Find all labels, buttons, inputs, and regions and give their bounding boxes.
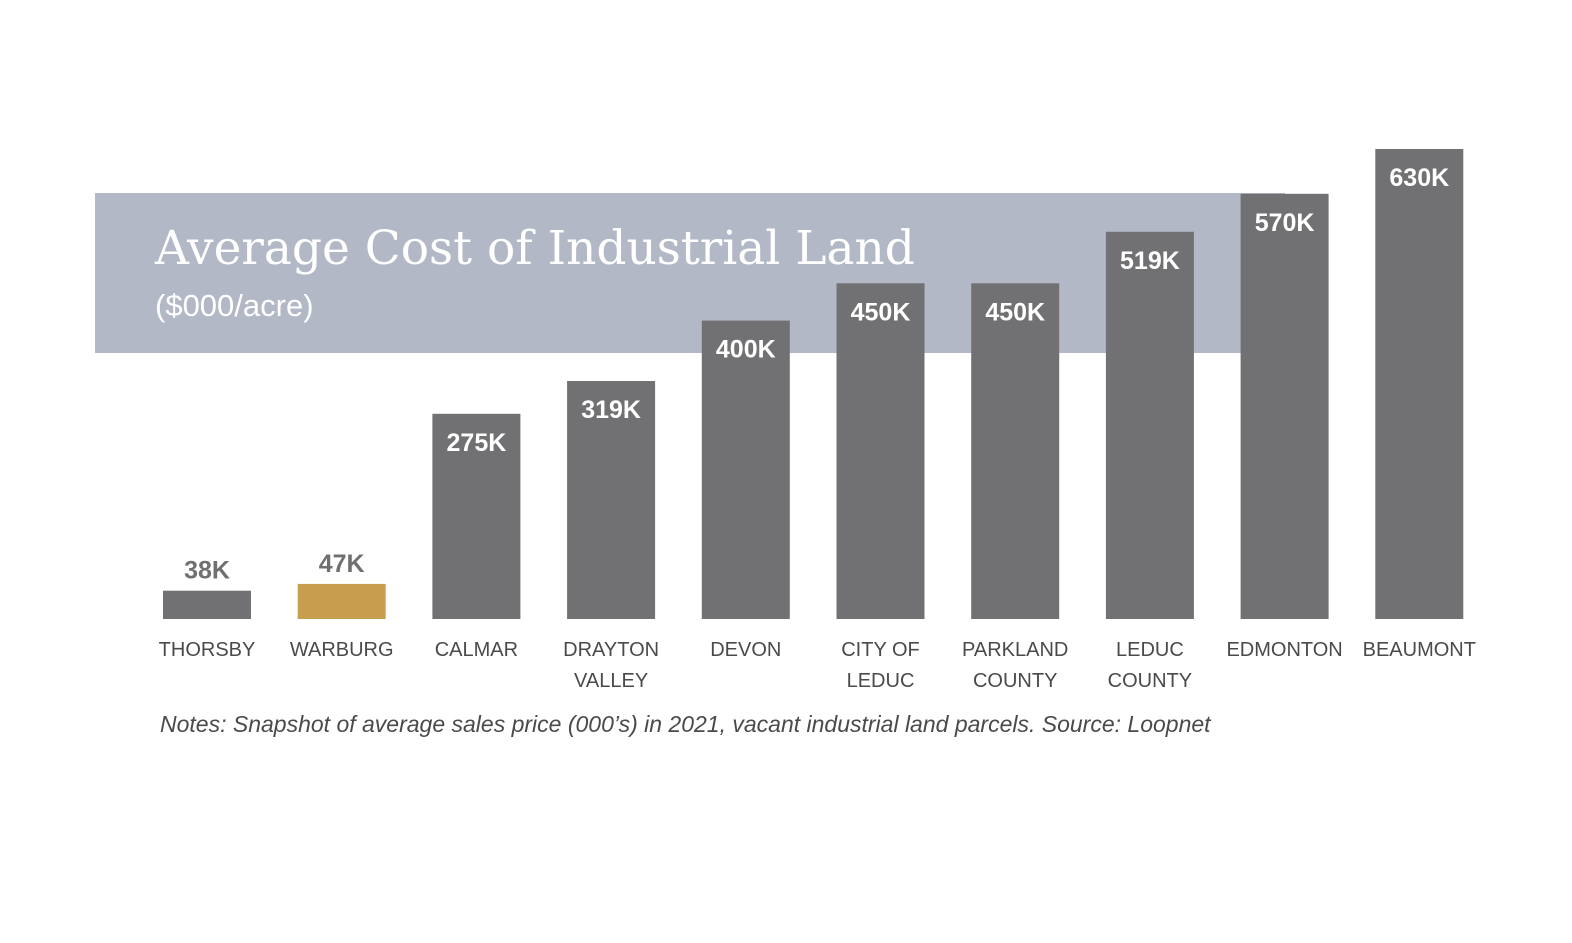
bars-group [163,149,1464,620]
bar-devon [701,320,790,619]
bar-edmonton [1240,193,1329,620]
bar-parkland-county [971,283,1060,619]
bar-drayton-valley [567,381,656,619]
value-label: 38K [184,557,230,585]
category-label: THORSBY [159,639,256,661]
category-labels-group: THORSBY WARBURG CALMAR DRAYTON VALLEY DEVON CI… [159,639,1476,692]
category-label: VALLEY [574,670,648,692]
bar-beaumont [1375,149,1464,619]
value-label: 319K [581,396,641,424]
bar-leduc-county [1105,231,1194,620]
category-label: LEDUC [847,670,915,692]
value-label: 519K [1120,247,1180,275]
value-label: 630K [1389,164,1449,192]
category-label: DRAYTON [563,639,659,661]
value-label: 570K [1255,209,1315,237]
value-label: 450K [985,298,1045,326]
category-label: COUNTY [1108,670,1192,692]
category-label: CITY OF [841,639,920,661]
value-label: 450K [851,298,911,326]
value-label: 275K [447,429,507,457]
bar-calmar [432,413,521,619]
value-labels-group: 38K 47K 275K 319K 400K 450K 450K 519K 570K 630K [184,164,1449,585]
value-label: 47K [319,550,365,578]
chart-title: Average Cost of Industrial Land [154,221,915,276]
category-label: LEDUC [1116,639,1184,661]
bar-thorsby [163,590,251,619]
category-label: BEAUMONT [1363,639,1476,661]
bar-warburg [297,583,386,619]
chart-note: Notes: Snapshot of average sales price (… [160,711,1212,737]
category-label: COUNTY [973,670,1057,692]
chart-subtitle: ($000/acre) [155,288,314,323]
title-band [95,193,1285,353]
category-label: WARBURG [290,639,394,661]
category-label: CALMAR [435,639,518,661]
category-label: EDMONTON [1226,639,1342,661]
category-label: DEVON [710,639,781,661]
value-label: 400K [716,336,776,364]
bar-city-of-leduc [836,283,925,619]
category-label: PARKLAND [962,639,1068,661]
